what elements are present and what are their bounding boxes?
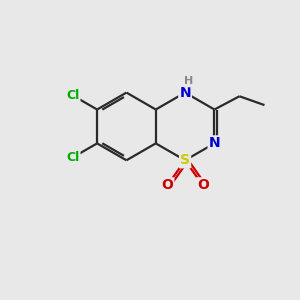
Text: Cl: Cl [66, 151, 80, 164]
Text: Cl: Cl [66, 89, 80, 102]
Text: S: S [180, 153, 190, 167]
Text: H: H [184, 76, 193, 86]
Text: O: O [197, 178, 209, 192]
Text: N: N [208, 136, 220, 150]
Text: O: O [161, 178, 173, 192]
Text: N: N [179, 85, 191, 100]
